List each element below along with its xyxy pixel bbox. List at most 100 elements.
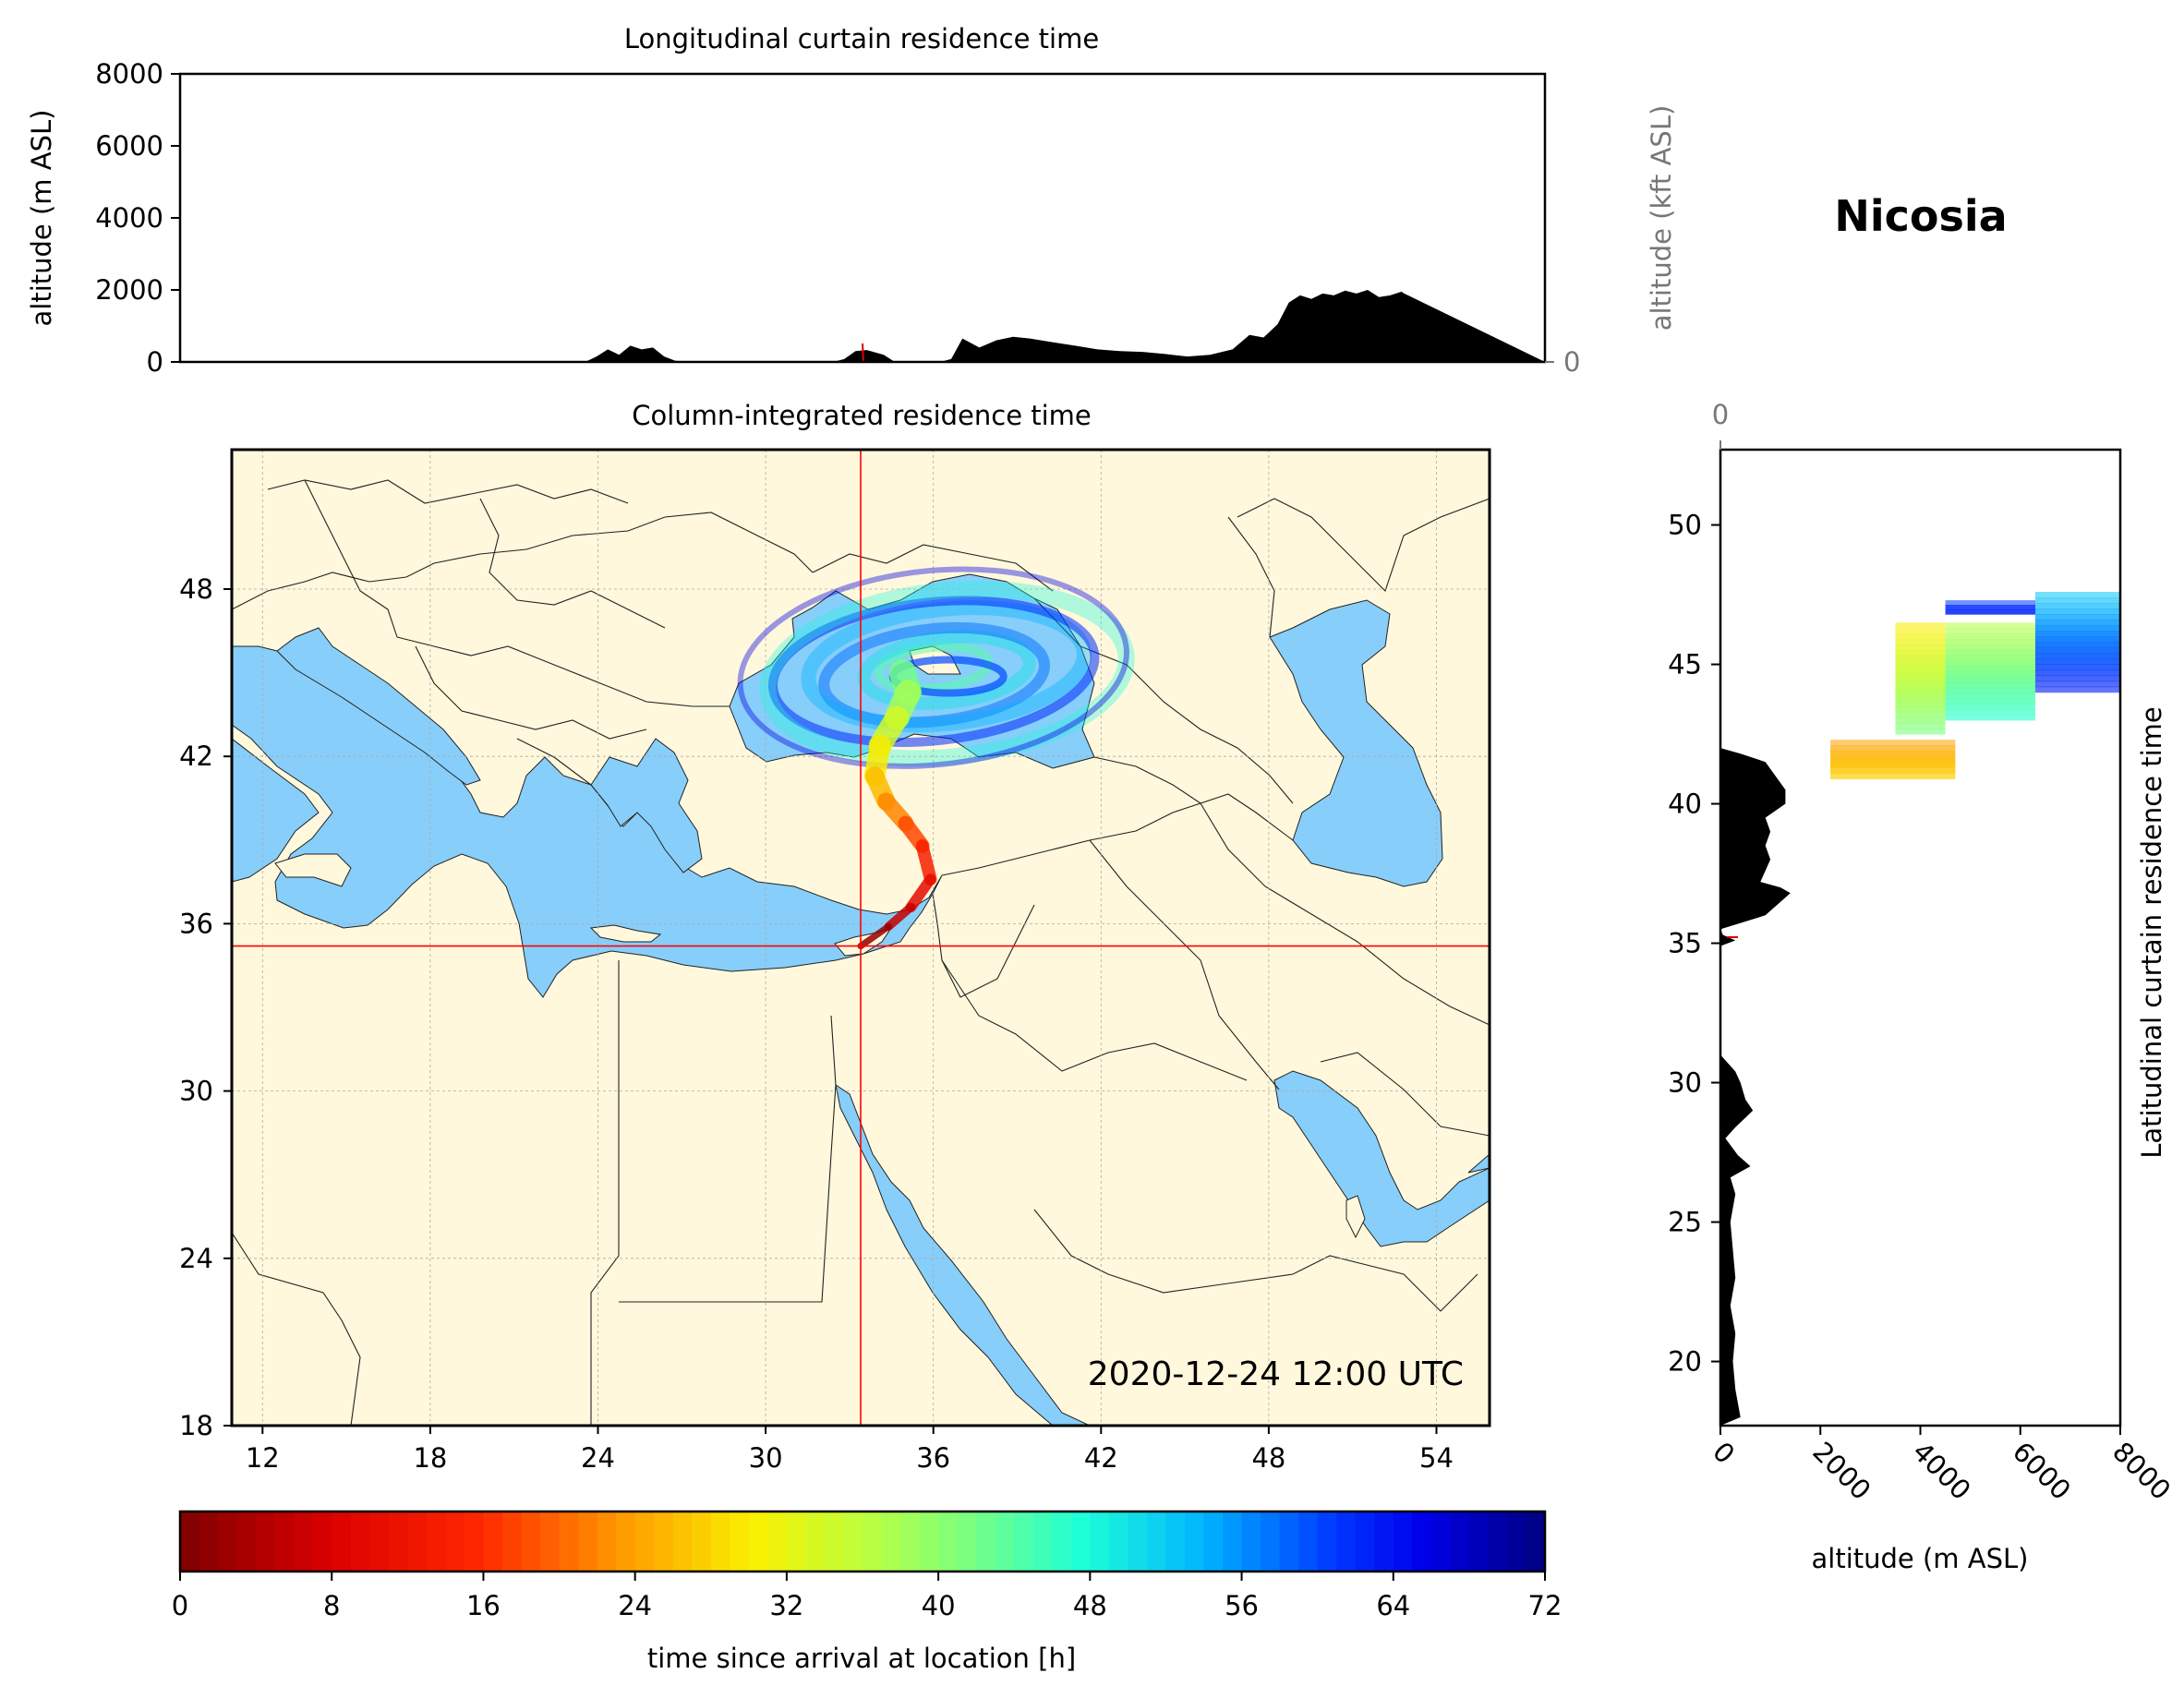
colorbar-cell xyxy=(312,1511,332,1572)
colorbar-cell xyxy=(521,1511,541,1572)
colorbar-frame xyxy=(178,1510,1547,1573)
colorbar-cell xyxy=(559,1511,579,1572)
residence-band xyxy=(2034,597,2120,604)
colorbar-cell xyxy=(976,1511,996,1572)
residence-band xyxy=(1895,705,1946,713)
latitudinal-residence-blocks xyxy=(1830,592,2120,779)
residence-band xyxy=(1895,717,1946,724)
residence-band xyxy=(1945,638,2035,645)
tick-label: 32 xyxy=(769,1590,803,1621)
plume-segment xyxy=(884,902,916,932)
colorbar-ticks: 0 8 16 24 32 40 48 56 64 72 xyxy=(172,1572,1562,1621)
colorbar-cell xyxy=(1128,1511,1148,1572)
colorbar-cell xyxy=(616,1511,636,1572)
map-latitude-ticks: 18 24 30 36 42 48 xyxy=(179,573,232,1441)
border-line xyxy=(941,959,1248,1081)
tick-label: 2000 xyxy=(1806,1436,1876,1506)
tick-label: 2000 xyxy=(95,274,163,306)
residence-band xyxy=(1945,676,2035,683)
latitudinal-terrain-area xyxy=(1720,450,1791,1426)
persian-gulf xyxy=(1273,1070,1490,1247)
residence-band xyxy=(1895,711,1946,718)
border-line xyxy=(1227,516,1275,638)
latitudinal-xlabel: altitude (m ASL) xyxy=(1812,1543,2029,1574)
residence-band xyxy=(1945,628,2035,634)
tick-label: 18 xyxy=(179,1410,213,1441)
plume-segment xyxy=(915,838,937,885)
colorbar-cell xyxy=(1468,1511,1490,1572)
residence-band xyxy=(1830,740,1956,746)
border-line xyxy=(1033,1209,1478,1312)
residence-band xyxy=(1895,656,1946,663)
tick-label: 8000 xyxy=(2106,1436,2177,1506)
colorbar-cell xyxy=(1146,1511,1167,1572)
tick-label: 30 xyxy=(749,1442,783,1474)
colorbar-cell xyxy=(919,1511,939,1572)
residence-band xyxy=(1945,600,2035,606)
colorbar-cell xyxy=(388,1511,408,1572)
residence-band xyxy=(1945,644,2035,651)
tick-label: 48 xyxy=(1073,1590,1107,1621)
swirl-ring xyxy=(857,630,1036,710)
tick-label: 0 xyxy=(172,1590,188,1621)
location-title: Nicosia xyxy=(1834,191,2007,241)
border-line xyxy=(1033,597,1294,804)
colorbar-cell xyxy=(957,1511,977,1572)
colorbar-cell xyxy=(578,1511,598,1572)
tick-label: 36 xyxy=(916,1442,950,1474)
swirl-ring xyxy=(767,596,1100,747)
colorbar-cell xyxy=(540,1511,561,1572)
residence-band xyxy=(1895,661,1946,668)
tick-label: 24 xyxy=(581,1442,615,1474)
column-integrated-panel: Column-integrated residence time xyxy=(179,400,1491,1474)
plume-segment xyxy=(857,922,892,950)
colorbar-cell xyxy=(748,1511,768,1572)
colorbar-cell xyxy=(274,1511,295,1572)
colorbar-cell xyxy=(1070,1511,1091,1572)
adriatic-sea xyxy=(276,627,481,786)
tick-label: 42 xyxy=(179,741,213,772)
residence-band xyxy=(1895,689,1946,696)
colorbar-cell xyxy=(1374,1511,1394,1572)
border-line xyxy=(941,802,1201,876)
residence-band xyxy=(1830,756,1956,763)
swirl-ring xyxy=(818,621,1051,729)
longitudinal-curtain-panel: Longitudinal curtain residence time 0 200… xyxy=(26,23,1677,378)
colorbar-gradient xyxy=(180,1511,1546,1572)
residence-band xyxy=(1945,715,2035,721)
residence-band xyxy=(1945,692,2035,699)
residence-band xyxy=(1945,632,2035,640)
residence-band xyxy=(1830,767,1956,774)
residence-band xyxy=(1945,609,2035,615)
tick-label: 64 xyxy=(1376,1590,1410,1621)
colorbar-cell xyxy=(881,1511,901,1572)
red-sea xyxy=(835,1083,1091,1426)
residence-band xyxy=(1945,698,2035,704)
latitudinal-title: Latitudinal curtain residence time xyxy=(2136,706,2167,1159)
residence-band xyxy=(2034,669,2120,677)
longitudinal-right-ticks: 050100 xyxy=(1545,346,1580,378)
crete xyxy=(589,924,662,943)
colorbar-cell xyxy=(1203,1511,1224,1572)
colorbar-cell xyxy=(1526,1511,1546,1572)
colorbar-cell xyxy=(407,1511,428,1572)
colorbar-cell xyxy=(1241,1511,1261,1572)
tick-label: 42 xyxy=(1084,1442,1118,1474)
map-borders xyxy=(232,479,1490,1426)
colorbar-cell xyxy=(1506,1511,1527,1572)
residence-band xyxy=(1895,633,1946,640)
colorbar-cell xyxy=(1052,1511,1072,1572)
colorbar-cell xyxy=(445,1511,465,1572)
tick-label: 12 xyxy=(246,1442,280,1474)
border-line xyxy=(516,738,592,786)
colorbar-cell xyxy=(294,1511,314,1572)
colorbar-cell xyxy=(1261,1511,1281,1572)
tick-label: 50 xyxy=(1668,510,1702,541)
colorbar-cell xyxy=(218,1511,238,1572)
tick-label: 4000 xyxy=(95,202,163,234)
tick-label: 0 xyxy=(1712,399,1729,430)
colorbar-cell xyxy=(256,1511,276,1572)
residence-swirl xyxy=(737,566,1135,769)
residence-band xyxy=(1945,709,2035,716)
tick-label: 24 xyxy=(618,1590,652,1621)
